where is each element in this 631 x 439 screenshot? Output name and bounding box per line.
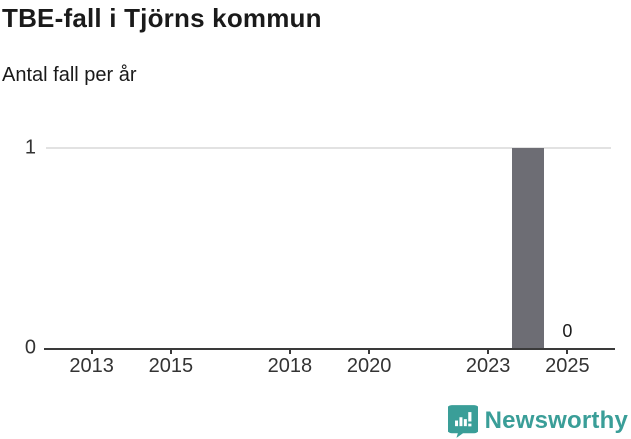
x-tick-2018 — [288, 348, 291, 354]
x-tick-2013 — [90, 348, 93, 354]
x-tick-label-2020: 2020 — [346, 355, 392, 377]
x-tick-label-2015: 2015 — [148, 355, 194, 377]
x-tick-label-2025: 2025 — [545, 355, 590, 377]
x-tick-2023 — [487, 348, 490, 354]
branding: Newsworthy — [445, 404, 628, 438]
value-label-2025: 0 — [562, 321, 573, 341]
chart-subtitle: Antal fall per år — [2, 64, 137, 86]
gridline-y-1 — [46, 147, 611, 149]
chart-title: TBE-fall i Tjörns kommun — [2, 3, 322, 33]
plot-area — [44, 147, 615, 350]
newsworthy-logo-icon — [445, 404, 480, 438]
x-axis-line — [44, 348, 615, 350]
x-tick-2025 — [566, 348, 569, 354]
newsworthy-wordmark: Newsworthy — [484, 407, 628, 434]
x-tick-2015 — [169, 348, 172, 354]
x-tick-label-2018: 2018 — [267, 355, 313, 377]
y-tick-label-0: 0 — [24, 336, 36, 359]
x-tick-2020 — [368, 348, 371, 354]
logo-bubble-shape — [445, 405, 480, 438]
bar-2024 — [511, 148, 544, 348]
x-tick-label-2013: 2013 — [69, 355, 114, 377]
x-tick-label-2023: 2023 — [465, 355, 511, 377]
y-tick-label-1: 1 — [24, 136, 36, 159]
